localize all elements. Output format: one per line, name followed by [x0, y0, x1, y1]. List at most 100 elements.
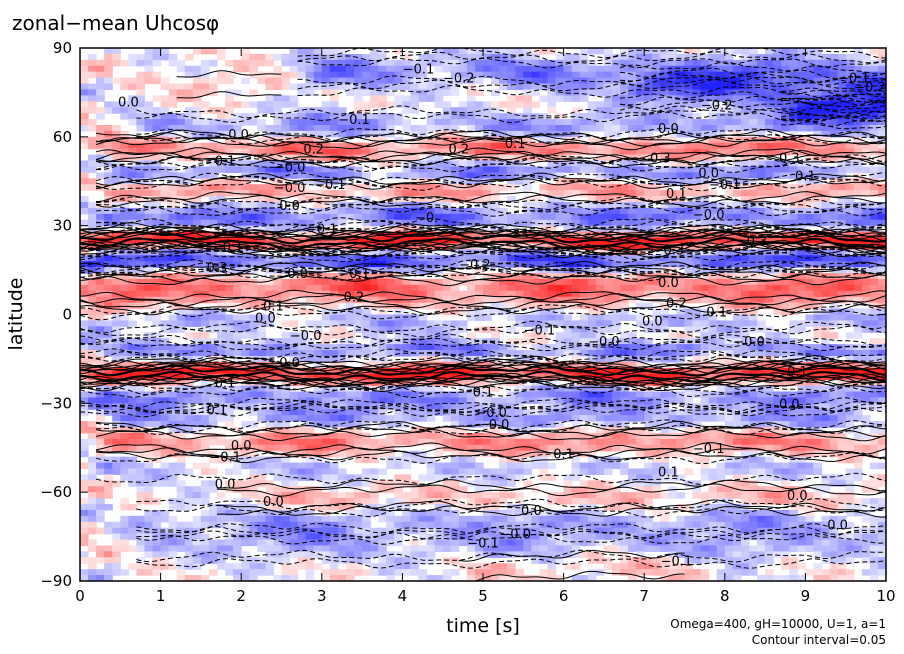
heat-cell [805, 71, 815, 79]
heat-cell [845, 113, 855, 120]
heat-cell [620, 48, 629, 55]
heat-cell [200, 219, 210, 227]
heat-cell [692, 231, 702, 239]
heat-cell [168, 124, 178, 132]
heat-cell [442, 130, 452, 138]
heat-cell [370, 278, 379, 286]
heat-cell [805, 320, 815, 327]
heat-cell [507, 261, 516, 268]
heat-cell [96, 71, 105, 79]
heat-cell [748, 154, 758, 162]
heat-cell [652, 101, 661, 108]
heat-cell [603, 278, 613, 286]
heat-cell [410, 261, 420, 268]
heat-cell [321, 154, 331, 162]
heat-cell [611, 367, 621, 375]
heat-cell [354, 83, 363, 91]
heat-cell [273, 261, 283, 268]
heat-cell [684, 213, 694, 221]
heat-cell [789, 278, 798, 286]
heat-cell [192, 296, 202, 304]
heat-cell [515, 130, 524, 138]
heat-cell [571, 113, 581, 120]
heat-cell [313, 332, 323, 339]
heat-cell [765, 124, 774, 132]
heat-cell [708, 113, 718, 120]
heat-cell [458, 344, 468, 351]
heat-cell [515, 83, 524, 91]
heat-cell [321, 296, 331, 304]
heat-cell [765, 107, 774, 114]
heat-cell [499, 48, 508, 55]
heat-cell [587, 48, 597, 55]
heat-cell [410, 71, 420, 79]
heat-cell [104, 267, 113, 274]
heat-cell [160, 255, 170, 262]
heat-cell [378, 107, 387, 114]
heat-cell [233, 284, 242, 292]
heat-cell [797, 101, 806, 108]
heat-cell [603, 379, 613, 387]
heat-cell [821, 213, 831, 221]
heat-cell [233, 160, 242, 168]
heat-cell [523, 201, 532, 209]
heat-cell [837, 284, 847, 292]
heat-cell [160, 249, 170, 256]
heat-cell [797, 219, 806, 227]
heat-cell [837, 290, 847, 298]
heat-cell [539, 184, 549, 191]
heat-cell [652, 172, 661, 179]
heat-cell [281, 184, 291, 191]
heat-cell [805, 124, 815, 132]
heat-cell [217, 367, 226, 375]
heat-cell [668, 59, 678, 67]
heat-cell [297, 273, 307, 280]
heat-cell [523, 320, 532, 327]
heat-cell [740, 95, 750, 102]
heat-cell [813, 219, 823, 227]
heat-cell [620, 332, 629, 339]
heat-cell [507, 350, 516, 357]
heat-cell [96, 124, 105, 132]
heat-cell [289, 278, 299, 286]
heat-cell [136, 302, 146, 310]
heat-cell [208, 219, 218, 227]
heat-cell [805, 83, 815, 91]
heat-cell [410, 332, 420, 339]
heat-cell [491, 231, 500, 239]
heat-cell [329, 119, 339, 126]
heat-cell [853, 178, 863, 185]
heat-cell [555, 148, 565, 156]
heat-cell [297, 154, 307, 162]
heat-cell [208, 284, 218, 292]
heat-cell [652, 196, 661, 203]
heat-cell [289, 172, 299, 179]
heat-cell [112, 178, 121, 185]
heat-cell [692, 225, 702, 233]
heat-cell [603, 213, 613, 221]
heat-cell [869, 231, 879, 239]
heat-cell [547, 124, 557, 132]
heat-cell [773, 113, 782, 120]
heat-cell [426, 267, 436, 274]
heat-cell [120, 350, 129, 357]
heat-cell [265, 172, 275, 179]
heat-cell [765, 213, 774, 221]
heat-cell [450, 77, 460, 85]
heat-cell [636, 344, 645, 351]
heat-cell [499, 83, 508, 91]
heat-cell [652, 190, 661, 197]
heat-cell [547, 184, 557, 191]
heat-cell [684, 350, 694, 357]
heat-cell [861, 142, 871, 150]
heat-cell [716, 355, 726, 363]
heat-cell [249, 385, 258, 393]
heat-cell [88, 142, 97, 150]
heat-cell [160, 148, 170, 156]
heat-cell [466, 207, 476, 215]
heat-cell [249, 320, 258, 327]
heat-cell [603, 77, 613, 85]
heat-cell [208, 308, 218, 316]
heat-cell [281, 290, 291, 298]
heat-cell [128, 273, 138, 280]
